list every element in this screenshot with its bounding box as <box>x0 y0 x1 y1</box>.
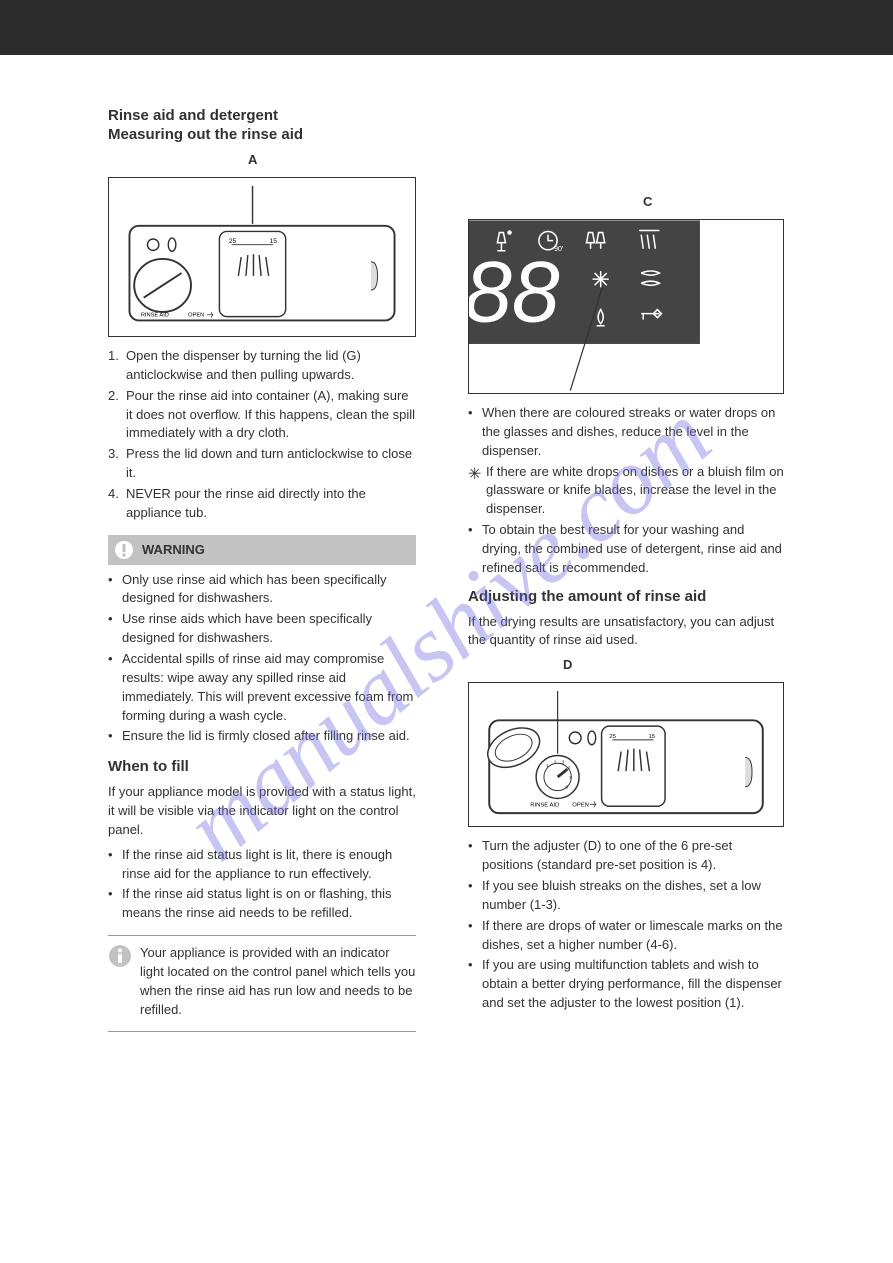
c-item-3: •To obtain the best result for your wash… <box>468 521 784 578</box>
info-block: Your appliance is provided with an indic… <box>108 944 416 1019</box>
svg-text:OPEN: OPEN <box>188 313 204 319</box>
svg-text:RINSE AID: RINSE AID <box>141 313 169 319</box>
section-heading: Rinse aid and detergent <box>108 107 416 124</box>
adjust-bullet-1: •Turn the adjuster (D) to one of the 6 p… <box>468 837 784 875</box>
figure-d-label: D <box>563 657 572 672</box>
svg-text:25: 25 <box>609 734 616 740</box>
svg-text:5: 5 <box>569 775 572 781</box>
c-item-2: ✳If there are white drops on dishes or a… <box>468 463 784 520</box>
c-item-1: •When there are coloured streaks or wate… <box>468 404 784 461</box>
adjust-heading: Adjusting the amount of rinse aid <box>468 588 784 605</box>
svg-text:88: 88 <box>469 245 560 341</box>
figure-d: 2515 123 456 RINSE AID OPEN <box>468 682 784 827</box>
info-icon <box>108 944 134 973</box>
svg-text:15: 15 <box>270 238 278 245</box>
svg-text:RINSE AID: RINSE AID <box>530 803 559 809</box>
figure-a: 25 15 RINSE AID OPEN <box>108 177 416 337</box>
figure-a-label: A <box>248 152 257 167</box>
svg-text:1: 1 <box>546 763 549 769</box>
step-4: 4.NEVER pour the rinse aid directly into… <box>108 485 416 523</box>
warn-item-4: •Ensure the lid is firmly closed after f… <box>108 727 416 746</box>
svg-text:2: 2 <box>554 760 557 766</box>
divider-1 <box>108 935 416 936</box>
left-column: Rinse aid and detergent Measuring out th… <box>0 55 446 1040</box>
warning-icon <box>114 540 134 560</box>
svg-text:25: 25 <box>229 238 237 245</box>
step-1: 1.Open the dispenser by turning the lid … <box>108 347 416 385</box>
adjust-bullet-3: •If there are drops of water or limescal… <box>468 917 784 955</box>
adjust-bullet-4: •If you are using multifunction tablets … <box>468 956 784 1013</box>
figure-c-label: C <box>643 194 652 209</box>
svg-text:15: 15 <box>648 734 655 740</box>
when-item-1: •If the rinse aid status light is lit, t… <box>108 846 416 884</box>
warning-bar: WARNING <box>108 535 416 565</box>
when-body: If your appliance model is provided with… <box>108 783 416 840</box>
warn-item-3: •Accidental spills of rinse aid may comp… <box>108 650 416 725</box>
adjust-body: If the drying results are unsatisfactory… <box>468 613 784 651</box>
warn-item-2: •Use rinse aids which have been specific… <box>108 610 416 648</box>
adjust-bullet-2: •If you see bluish streaks on the dishes… <box>468 877 784 915</box>
figure-c: 90' 88 <box>468 219 784 394</box>
warning-label: WARNING <box>142 542 205 557</box>
svg-text:OPEN: OPEN <box>572 803 589 809</box>
step-3: 3.Press the lid down and turn anticlockw… <box>108 445 416 483</box>
svg-text:6: 6 <box>565 785 568 791</box>
header-bar <box>0 0 893 55</box>
when-heading: When to fill <box>108 758 416 775</box>
section-subheading: Measuring out the rinse aid <box>108 126 416 143</box>
step-2: 2.Pour the rinse aid into container (A),… <box>108 387 416 444</box>
right-column: C 90' <box>446 55 892 1040</box>
when-item-2: •If the rinse aid status light is on or … <box>108 885 416 923</box>
warn-item-1: •Only use rinse aid which has been speci… <box>108 571 416 609</box>
svg-text:3: 3 <box>562 760 565 766</box>
divider-2 <box>108 1031 416 1032</box>
